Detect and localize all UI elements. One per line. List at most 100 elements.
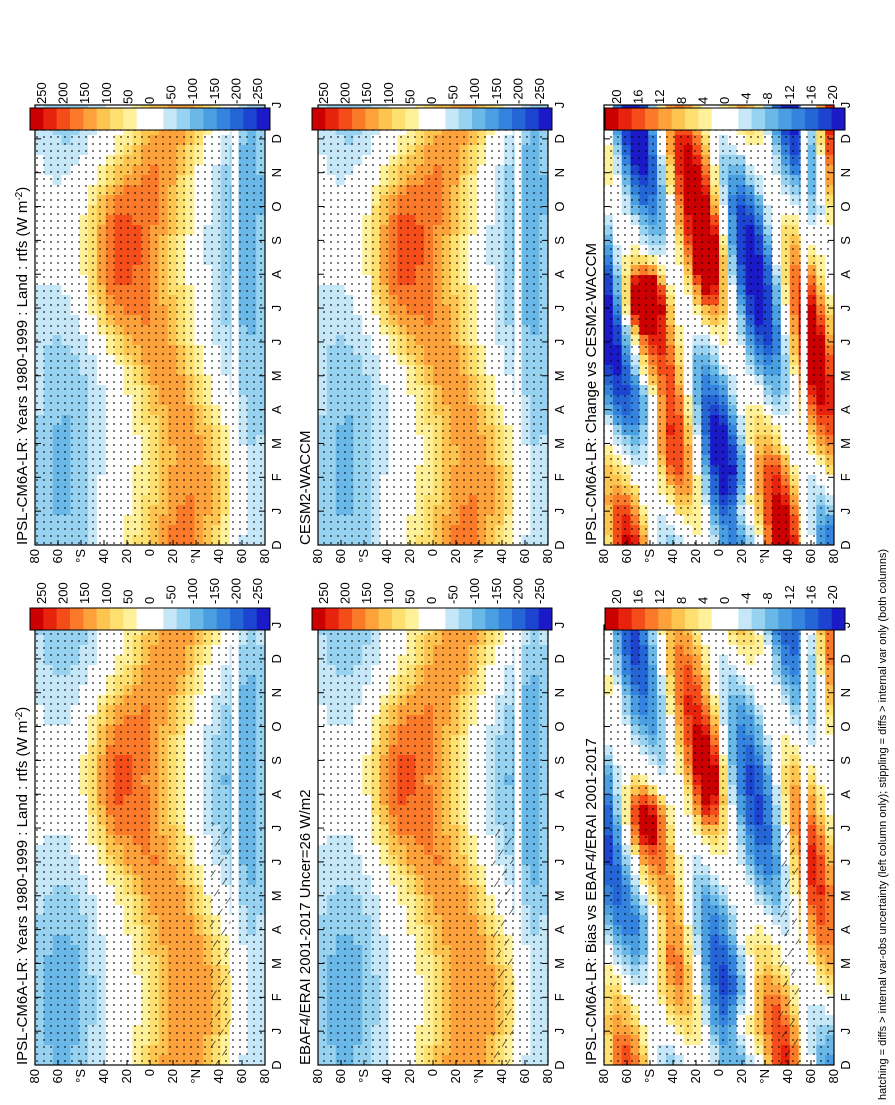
colorbar-label: -150 [489,78,504,104]
colorbar-swatch [458,608,473,630]
month-label: N [552,168,567,177]
colorbar-label: 0 [424,597,439,604]
latitude-label: °N [471,549,486,564]
colorbar-label: 100 [99,582,114,604]
colorbar-label: 50 [402,90,417,104]
latitude-label: °S [73,549,88,563]
latitude-label: 60 [234,549,249,563]
month-label: A [269,790,284,799]
month-label: J [269,339,284,346]
month-label: N [269,168,284,177]
latitude-label: 40 [211,1069,226,1083]
month-label: A [552,405,567,414]
colorbar-label: -50 [164,585,179,604]
colorbar-label: -50 [446,585,461,604]
colorbar-swatch [538,608,553,630]
colorbar-label: 200 [56,82,71,104]
panel-model-left: DJFMAMJJASONDJ806040°N2002040°S6080IPSL-… [14,578,285,1084]
colorbar-swatch [56,108,71,130]
colorbar-label: -250 [250,578,265,604]
month-label: D [269,654,284,663]
colorbar-swatch [538,108,553,130]
colorbar-label: -50 [446,85,461,104]
colorbar-swatch [256,608,271,630]
latitude-label: 40 [96,1069,111,1083]
colorbar-swatch [70,608,84,630]
hatching-overlay [492,823,514,1065]
colorbar-swatch [472,608,486,630]
month-label: F [552,993,567,1001]
stippling-overlay [318,105,548,545]
colorbar-swatch [136,108,151,130]
colorbar-swatch [312,608,326,630]
latitude-label: °S [356,549,371,563]
colorbar-swatch [230,608,244,630]
colorbar-swatch [230,108,244,130]
month-label: J [552,305,567,312]
month-label: D [269,1060,284,1069]
month-label: S [552,236,567,245]
colorbar-swatch [176,608,191,630]
latitude-label: 80 [310,549,325,563]
colorbar-swatch [498,608,513,630]
colorbar: 250 200 150 100 50 0 -50 -100 -150 -200 -250 [29,78,271,131]
colorbar-label: 250 [316,82,331,104]
stippling-overlay [35,625,265,1065]
month-label: J [269,305,284,312]
colorbar-swatch [472,108,486,130]
latitude-label: 80 [540,1069,555,1083]
colorbar-swatch [458,108,473,130]
colorbar-swatch [445,608,459,630]
colorbar-swatch [83,608,97,630]
latitude-label: 20 [448,549,463,563]
colorbar-swatch [485,108,499,130]
colorbar: 250 200 150 100 50 0 -50 -100 -150 -200 -250 [311,578,553,631]
panel-title: IPSL-CM6A-LR: Years 1980-1999 : Land : r… [14,187,32,545]
latitude-label: 0 [425,1069,440,1076]
colorbar: 250 200 150 100 50 0 -50 -100 -150 -200 -250 [29,578,271,631]
colorbar-label: -200 [228,578,243,604]
colorbar-swatch [325,108,339,130]
month-label: J [269,1028,284,1035]
latitude-label: °S [356,1069,371,1083]
colorbar-swatch [392,108,406,130]
latitude-label: 40 [494,1069,509,1083]
latitude-label: 60 [234,1069,249,1083]
colorbar-swatch [56,608,71,630]
colorbar-swatch [392,608,406,630]
panel-ref-right: DJFMAMJJASONDJ806040°N2002040°S6080CESM2… [297,78,567,564]
month-label: A [552,925,567,934]
colorbar-label: 150 [359,82,374,104]
colorbar-label: -250 [250,78,265,104]
month-label: F [269,473,284,481]
colorbar-swatch [123,108,137,130]
month-label: M [552,958,567,969]
month-label: S [269,236,284,245]
latitude-label: 60 [333,1069,348,1083]
latitude-label: 20 [448,1069,463,1083]
latitude-label: 0 [142,1069,157,1076]
panel-title: CESM2-WACCM [297,431,314,545]
colorbar-swatch [176,108,191,130]
latitude-label: °N [188,549,203,564]
latitude-label: 20 [119,1069,134,1083]
latitude-label: 20 [402,1069,417,1083]
panel-model-right: DJFMAMJJASONDJ806040°N2002040°S6080IPSL-… [14,78,285,564]
month-label: J [552,508,567,515]
latitude-label: 20 [119,549,134,563]
colorbar-label: -50 [164,85,179,104]
month-label: D [552,654,567,663]
colorbar-swatch [96,608,111,630]
colorbar-swatch [243,108,257,130]
colorbar-swatch [445,108,459,130]
colorbar-swatch [405,608,419,630]
month-label: J [269,859,284,866]
colorbar-swatch [432,608,446,630]
colorbar-swatch [163,608,177,630]
colorbar-swatch [378,108,393,130]
colorbar-label: -250 [532,578,547,604]
latitude-label: 80 [310,1069,325,1083]
latitude-label: 20 [165,1069,180,1083]
month-label: N [269,688,284,697]
month-label: J [269,825,284,832]
